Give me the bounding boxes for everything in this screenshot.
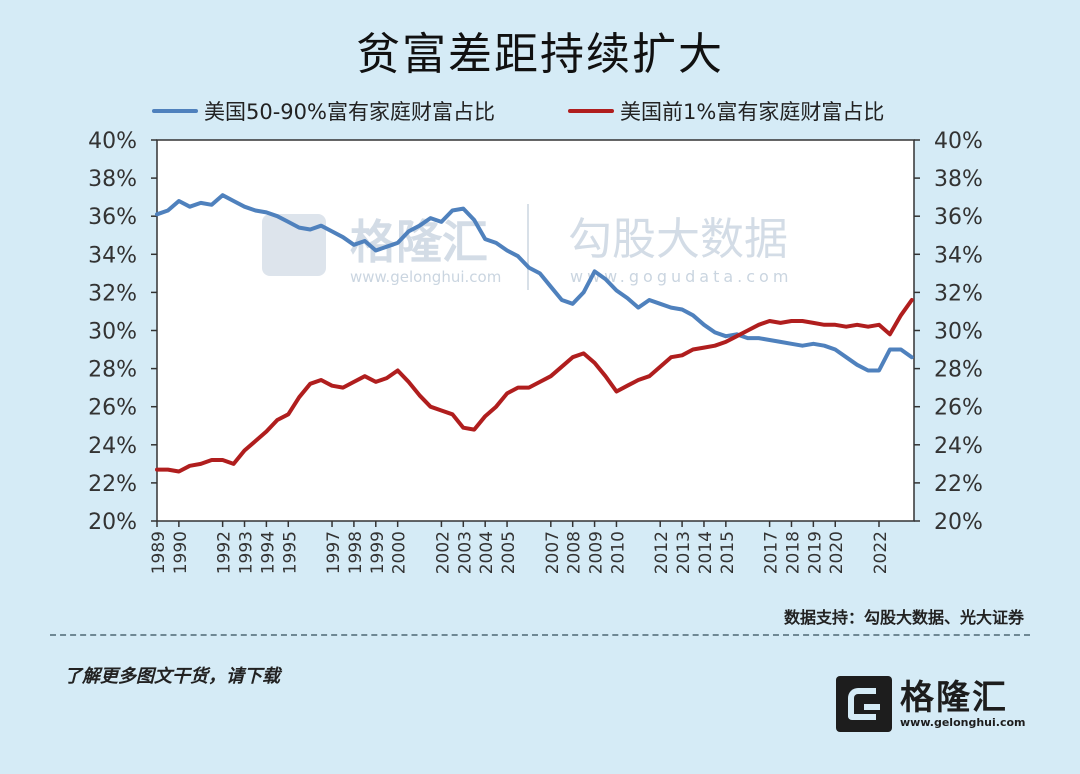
- x-tick-label: 2012: [652, 531, 672, 574]
- y-tick-label-left: 30%: [88, 320, 137, 345]
- legend-item-red: 美国前1%富有家庭财富占比: [568, 96, 884, 126]
- y-tick-label-left: 36%: [88, 205, 137, 230]
- y-tick-label-left: 22%: [88, 472, 137, 497]
- watermark-left-name: 格隆汇: [350, 215, 488, 269]
- chart-legend: 美国50-90%富有家庭财富占比 美国前1%富有家庭财富占比: [0, 96, 1080, 126]
- x-tick-label: 2014: [696, 531, 716, 574]
- x-tick-label: 1989: [149, 531, 169, 574]
- x-tick-label: 2002: [433, 531, 453, 574]
- y-tick-label-right: 30%: [934, 320, 983, 345]
- x-tick-label: 2005: [499, 531, 519, 574]
- y-tick-label-left: 24%: [88, 434, 137, 459]
- x-tick-label: 2017: [762, 531, 782, 574]
- y-tick-label-right: 28%: [934, 358, 983, 383]
- y-tick-label-right: 26%: [934, 396, 983, 421]
- x-tick-label: 1999: [368, 531, 388, 574]
- chart-title: 贫富差距持续扩大: [356, 29, 724, 80]
- legend-item-blue: 美国50-90%富有家庭财富占比: [152, 96, 495, 126]
- x-tick-label: 1997: [324, 531, 344, 574]
- x-tick-label: 2020: [827, 531, 847, 574]
- y-tick-label-left: 38%: [88, 167, 137, 192]
- data-source: 数据支持：勾股大数据、光大证券: [783, 608, 1024, 627]
- series-line-blue: [155, 193, 914, 373]
- legend-swatch-blue: [152, 109, 198, 113]
- x-tick-label: 2008: [565, 531, 585, 574]
- x-tick-label: 2004: [477, 531, 497, 574]
- x-tick-label: 1994: [258, 531, 278, 574]
- x-tick-label: 1990: [171, 531, 191, 574]
- x-tick-label: 2018: [783, 531, 803, 574]
- y-tick-label-left: 34%: [88, 243, 137, 268]
- series-line-red: [155, 298, 914, 474]
- x-tick-label: 2019: [805, 531, 825, 574]
- x-tick-label: 1998: [346, 531, 366, 574]
- y-tick-label-right: 34%: [934, 243, 983, 268]
- legend-swatch-red: [568, 109, 614, 113]
- logo-g-icon: [836, 676, 892, 732]
- y-tick-label-right: 36%: [934, 205, 983, 230]
- y-tick-label-left: 32%: [88, 281, 137, 306]
- legend-label-blue: 美国50-90%富有家庭财富占比: [204, 100, 495, 124]
- x-tick-label: 1993: [237, 531, 257, 574]
- x-tick-label: 2010: [608, 531, 628, 574]
- footer-divider: [50, 634, 1030, 636]
- y-tick-label-left: 40%: [88, 129, 137, 154]
- x-tick-label: 2000: [390, 531, 410, 574]
- gelonghui-logo: 格隆汇 www.gelonghui.com: [836, 676, 1025, 732]
- y-tick-label-right: 22%: [934, 472, 983, 497]
- y-tick-label-right: 24%: [934, 434, 983, 459]
- y-tick-label-right: 40%: [934, 129, 983, 154]
- legend-label-red: 美国前1%富有家庭财富占比: [620, 100, 885, 124]
- x-tick-label: 1992: [215, 531, 235, 574]
- y-tick-label-right: 32%: [934, 281, 983, 306]
- x-tick-label: 2003: [455, 531, 475, 574]
- watermark-right-url: www.gogudata.com: [570, 267, 792, 286]
- x-tick-label: 1995: [280, 531, 300, 574]
- y-tick-label-left: 26%: [88, 396, 137, 421]
- y-tick-label-right: 38%: [934, 167, 983, 192]
- watermark-right-name: 勾股大数据: [568, 214, 788, 265]
- watermark-left-url: www.gelonghui.com: [350, 268, 501, 286]
- y-tick-label-right: 20%: [934, 510, 983, 535]
- y-tick-label-left: 20%: [88, 510, 137, 535]
- footer-text: 了解更多图文干货，请下载: [64, 666, 280, 687]
- y-tick-label-left: 28%: [88, 358, 137, 383]
- x-tick-label: 2009: [587, 531, 607, 574]
- logo-url: www.gelonghui.com: [900, 715, 1026, 729]
- x-tick-label: 2013: [674, 531, 694, 574]
- plot-area: [156, 139, 915, 522]
- logo-name: 格隆汇: [900, 677, 1008, 718]
- x-tick-label: 2007: [543, 531, 563, 574]
- x-tick-label: 2015: [718, 531, 738, 574]
- x-tick-label: 2022: [871, 531, 891, 574]
